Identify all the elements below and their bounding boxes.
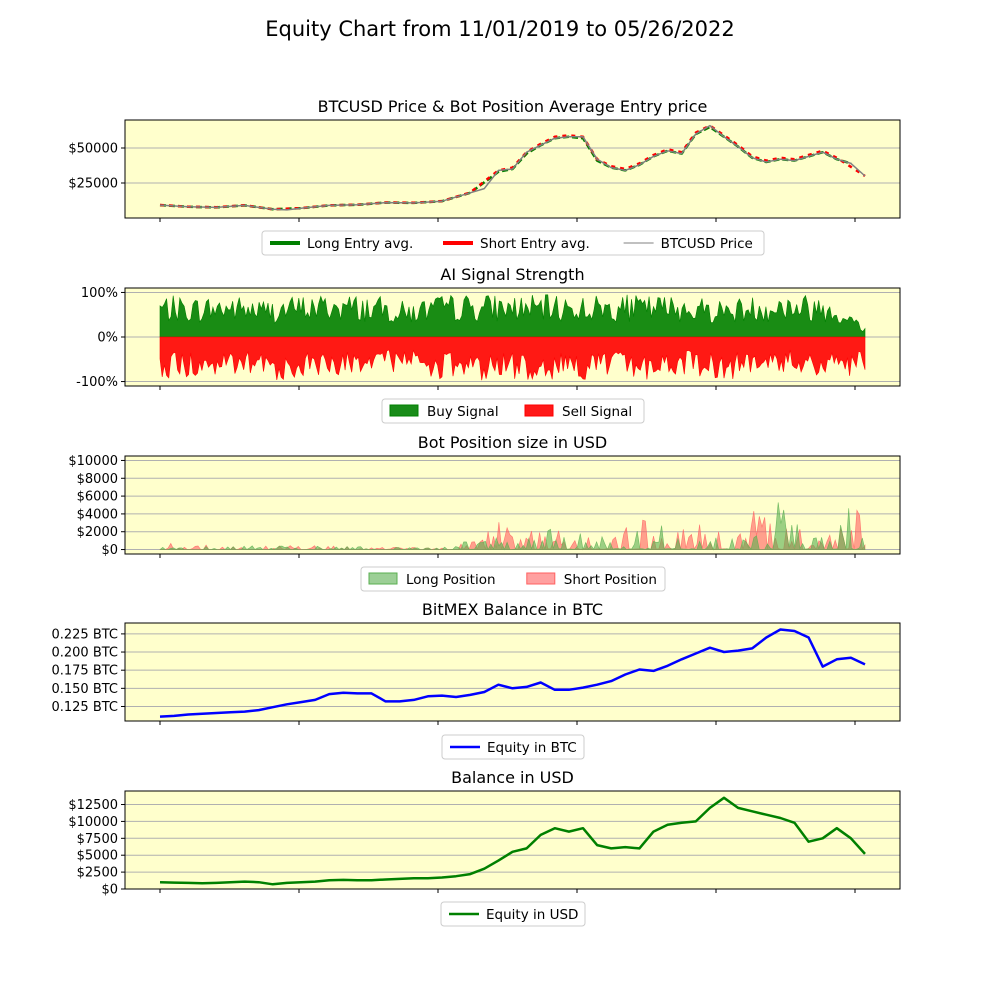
y-tick-label: $7500 [77,832,118,847]
legend: Equity in BTC [441,734,585,760]
figure-title: Equity Chart from 11/01/2019 to 05/26/20… [265,17,735,41]
plot-frame [124,622,901,722]
y-tick-label: 0.125 BTC [51,700,118,715]
y-tick-label: $12500 [68,798,118,813]
panel-3: Bot Position size in USD $0 $2000 $4000 $600… [68,433,901,592]
y-tick-label: 0% [97,331,118,346]
y-tick-label: $0 [101,883,118,898]
panel-title: AI Signal Strength [440,265,584,284]
y-tick-label: 0.175 BTC [51,664,118,679]
legend: Equity in USD [440,901,586,927]
panel-title: BitMEX Balance in BTC [422,600,603,619]
buy-signal-area [159,294,866,338]
panel-1: BTCUSD Price & Bot Position Average Entr… [68,97,901,256]
panel-title: BTCUSD Price & Bot Position Average Entr… [318,97,708,116]
legend: Long Position Short Position [360,566,666,592]
price-line [159,124,866,211]
legend-label: BTCUSD Price [661,236,753,252]
y-tick-label: $10000 [68,815,118,830]
legend-swatch [368,572,398,585]
plot-frame [124,119,901,219]
plot-frame [124,455,901,555]
legend-swatch [389,404,419,417]
y-tick-label: 0.150 BTC [51,682,118,697]
y-tick-label: $6000 [77,490,118,505]
series-marks [159,124,866,211]
legend-box [440,901,586,927]
btc-equity-line [159,628,866,718]
panel-2: AI Signal Strength -100% 0% 100% Buy Signal S… [76,265,901,424]
series-marks [159,628,866,718]
y-tick-label: $8000 [77,472,118,487]
plot-frame [124,287,901,387]
y-tick-label: $0 [101,543,118,558]
legend-box [261,230,765,256]
usd-equity-line [159,796,866,886]
long-position-area [159,502,866,551]
legend-label: Buy Signal [427,404,499,420]
legend-box [441,734,585,760]
panel-title: Bot Position size in USD [418,433,607,452]
series-marks [159,294,866,381]
legend-box [381,398,645,424]
legend: Buy Signal Sell Signal [381,398,645,424]
y-tick-label: $5000 [77,849,118,864]
series-marks [159,502,866,551]
legend-swatch [524,404,554,417]
legend-label: Equity in BTC [487,740,577,756]
y-tick-label: $2000 [77,525,118,540]
legend-box [360,566,666,592]
panel-title: Balance in USD [451,768,574,787]
legend-label: Short Entry avg. [480,236,590,252]
plot-area [125,623,900,721]
panel-4: BitMEX Balance in BTC 0.125 BTC 0.150 BTC 0… [51,600,901,760]
chart-panels: BTCUSD Price & Bot Position Average Entr… [51,97,901,927]
y-tick-label: 0.225 BTC [51,627,118,642]
y-tick-label: $25000 [68,177,118,192]
legend-label: Long Position [406,572,496,588]
legend-label: Sell Signal [562,404,632,420]
y-tick-label: 100% [81,286,118,301]
y-tick-label: -100% [76,375,118,390]
plot-area [125,791,900,889]
y-tick-label: $4000 [77,507,118,522]
legend-label: Short Position [564,572,657,588]
y-tick-label: 0.200 BTC [51,646,118,661]
plot-frame [124,790,901,890]
legend-label: Long Entry avg. [307,236,413,252]
y-tick-label: $10000 [68,454,118,469]
sell-signal-area [159,336,866,381]
legend-label: Equity in USD [486,907,578,923]
series-marks [159,796,866,886]
panel-5: Balance in USD $0 $2500 $5000 $7500 $10000 $12… [68,768,901,927]
legend: Long Entry avg. Short Entry avg. BTCUSD Pr… [261,230,765,256]
y-tick-label: $50000 [68,142,118,157]
legend-swatch [526,572,556,585]
y-tick-label: $2500 [77,866,118,881]
